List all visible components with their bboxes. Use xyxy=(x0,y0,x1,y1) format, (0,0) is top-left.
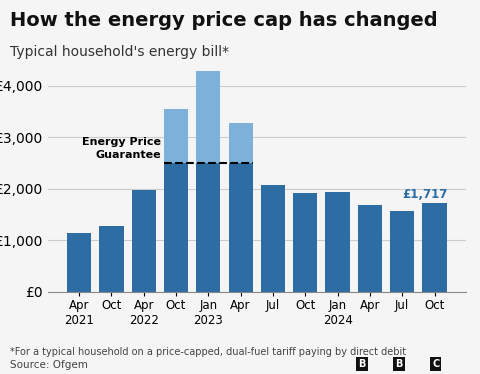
Text: £1,717: £1,717 xyxy=(403,188,448,201)
Text: Typical household's energy bill*: Typical household's energy bill* xyxy=(10,45,229,59)
Bar xyxy=(358,205,382,292)
Bar xyxy=(196,163,220,292)
Bar xyxy=(67,233,91,292)
Text: B: B xyxy=(358,359,366,369)
Bar xyxy=(293,193,317,292)
Bar xyxy=(390,211,414,292)
Bar xyxy=(325,192,350,292)
Text: Energy Price
Guarantee: Energy Price Guarantee xyxy=(83,137,161,160)
Text: Source: Ofgem: Source: Ofgem xyxy=(10,360,87,370)
Bar xyxy=(228,123,253,292)
Text: *For a typical household on a price-capped, dual-fuel tariff paying by direct de: *For a typical household on a price-capp… xyxy=(10,347,406,357)
Text: C: C xyxy=(432,359,440,369)
Bar xyxy=(261,185,285,292)
Text: How the energy price cap has changed: How the energy price cap has changed xyxy=(10,11,437,30)
Bar xyxy=(99,226,123,292)
Bar xyxy=(228,163,253,292)
Bar xyxy=(164,109,188,292)
Bar xyxy=(422,203,446,292)
Bar xyxy=(132,190,156,292)
Bar xyxy=(196,71,220,292)
Text: B: B xyxy=(395,359,403,369)
Bar xyxy=(164,163,188,292)
